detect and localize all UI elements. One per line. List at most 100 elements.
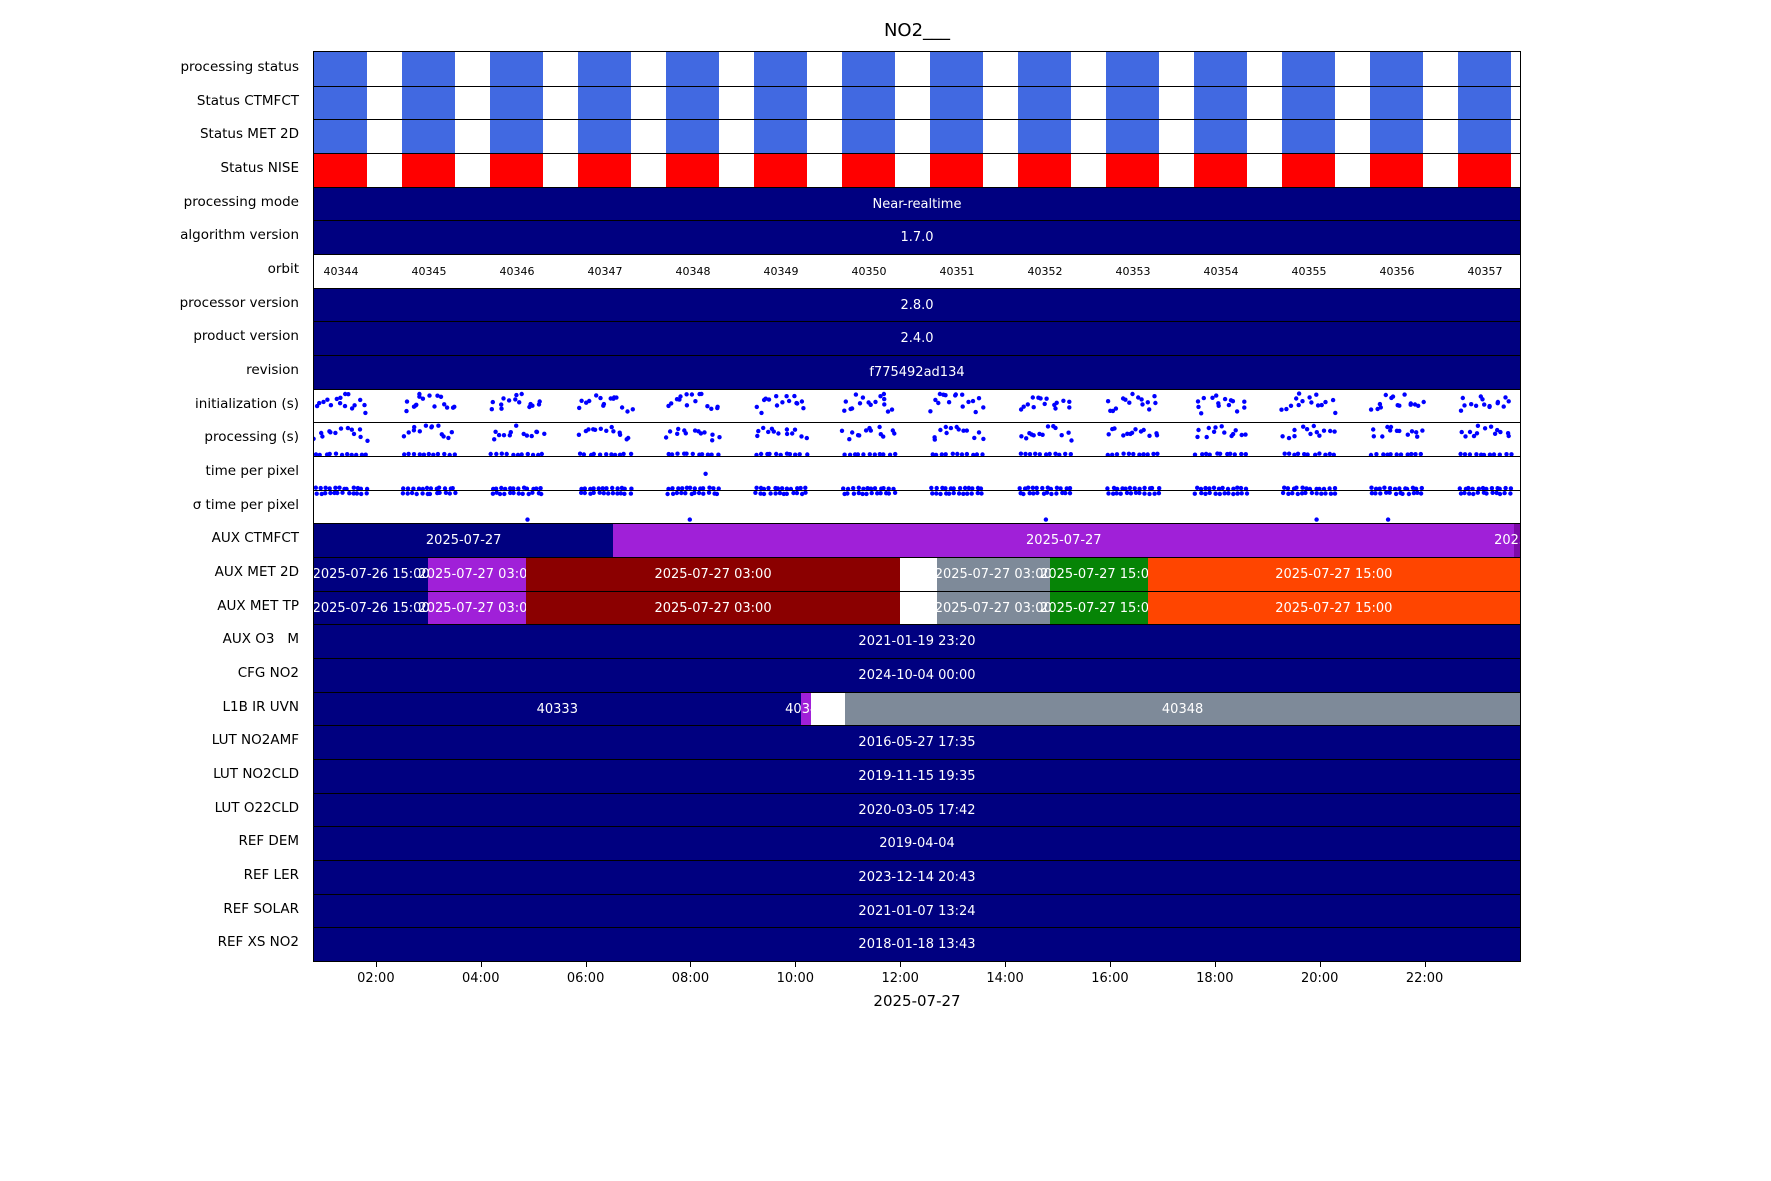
scatter-dot xyxy=(793,452,798,456)
scatter-dot xyxy=(892,431,897,437)
scatter-dot xyxy=(1114,452,1120,456)
scatter-dot xyxy=(766,485,771,490)
scatter-dot xyxy=(319,431,324,436)
scatter-dot xyxy=(1504,452,1509,456)
scatter-dot xyxy=(853,392,859,397)
scatter-dot xyxy=(1314,430,1319,435)
scatter-dot xyxy=(1213,425,1218,430)
bar-value: 1.7.0 xyxy=(900,230,934,246)
segment-label: 2025-07-26 15:00 xyxy=(314,567,430,582)
scatter-dot xyxy=(856,490,861,495)
scatter-dot xyxy=(1387,486,1393,490)
status-block xyxy=(1370,86,1423,120)
scatter-dot xyxy=(1233,428,1238,433)
scatter-dot xyxy=(435,393,440,398)
scatter-dot xyxy=(1492,431,1498,437)
scatter-dot xyxy=(1418,452,1423,456)
scatter-dot xyxy=(1140,401,1145,407)
x-tick-mark xyxy=(900,962,902,967)
scatter-dot xyxy=(1153,400,1158,405)
scatter-dot xyxy=(1024,436,1029,441)
x-tick-mark xyxy=(1424,962,1426,967)
scatter-dot xyxy=(865,486,870,490)
scatter-dot xyxy=(962,485,968,490)
status-block xyxy=(1370,120,1423,153)
scatter-dot xyxy=(966,399,971,404)
scatter-dot xyxy=(1141,428,1146,433)
scatter-dot xyxy=(1285,486,1291,490)
bar-value: 2021-01-19 23:20 xyxy=(858,634,976,650)
scatter-dot xyxy=(1141,452,1146,456)
row-status-ctmfct xyxy=(314,85,1520,120)
scatter-dot xyxy=(604,428,609,434)
x-tick-mark xyxy=(690,962,692,967)
scatter-dot xyxy=(591,486,596,490)
scatter-dot xyxy=(1239,490,1244,496)
scatter-dot xyxy=(1021,404,1026,409)
x-tick-mark xyxy=(480,962,482,967)
status-block xyxy=(930,154,983,187)
scatter-dot xyxy=(1217,491,1222,496)
scatter-dot xyxy=(754,485,759,490)
scatter-dot xyxy=(1416,403,1421,408)
scatter-dot xyxy=(628,452,634,456)
scatter-dot xyxy=(1405,432,1411,438)
row-label-aux-o3-m: AUX O3 M xyxy=(222,631,299,648)
scatter-dot xyxy=(321,399,326,404)
scatter-dot xyxy=(529,434,534,439)
row-label-processing-s: processing (s) xyxy=(204,429,299,446)
scatter-dot xyxy=(1309,490,1315,495)
scatter-dot xyxy=(1332,491,1338,496)
scatter-dot xyxy=(845,486,851,490)
scatter-dot xyxy=(1127,400,1132,405)
scatter-dot xyxy=(314,491,319,496)
x-tick-mark xyxy=(1109,962,1111,967)
x-tick-mark xyxy=(585,962,587,967)
scatter-dot xyxy=(594,392,599,398)
scatter-dot xyxy=(1198,486,1204,490)
scatter-dot xyxy=(943,392,948,398)
scatter-dot xyxy=(598,426,603,432)
scatter-dot xyxy=(424,485,430,490)
scatter-dot xyxy=(1132,486,1137,490)
scatter-dot xyxy=(754,404,759,409)
scatter-dot xyxy=(1230,432,1236,437)
scatter-dot xyxy=(420,396,426,401)
status-block xyxy=(930,120,983,153)
bar-value: 2018-01-18 13:43 xyxy=(858,937,976,953)
row-label-status-nise: Status NISE xyxy=(220,160,300,176)
scatter-dot xyxy=(1311,424,1316,429)
scatter-dot xyxy=(358,397,363,402)
scatter-dot xyxy=(359,491,364,496)
status-block xyxy=(842,86,895,120)
scatter-dot xyxy=(1408,400,1414,406)
scatter-dot xyxy=(1369,485,1374,490)
row-label-aux-met-tp: AUX MET TP xyxy=(217,597,299,614)
scatter-dot xyxy=(690,452,695,456)
scatter-dot xyxy=(1242,399,1247,404)
scatter-dot xyxy=(1387,490,1392,495)
scatter-dot xyxy=(1327,486,1332,490)
scatter-dot xyxy=(1294,485,1299,490)
scatter-dot xyxy=(534,430,540,435)
scatter-dot xyxy=(530,490,535,495)
segment-label: 2025-07-26 15:00 xyxy=(314,600,430,616)
scatter-dot xyxy=(1137,490,1142,495)
scatter-dot xyxy=(676,486,681,490)
scatter-dot xyxy=(1118,491,1123,496)
row-ref-xs-no2: 2018-01-18 13:43 xyxy=(314,927,1520,961)
scatter-dot xyxy=(1242,405,1247,410)
scatter-dot xyxy=(1463,434,1468,439)
scatter-dot xyxy=(1330,397,1336,402)
scatter-dot xyxy=(417,391,422,396)
scatter-dot xyxy=(930,452,935,456)
status-block xyxy=(930,86,983,120)
scatter-dot xyxy=(1368,407,1374,412)
scatter-dot xyxy=(1419,485,1424,490)
scatter-dot xyxy=(799,398,805,404)
scatter-dot xyxy=(337,400,343,406)
segment-label: 2025-0 xyxy=(1494,533,1520,549)
scatter-dot xyxy=(1238,485,1244,490)
segment-label: 2025-07-27 15:00 xyxy=(1275,600,1393,616)
